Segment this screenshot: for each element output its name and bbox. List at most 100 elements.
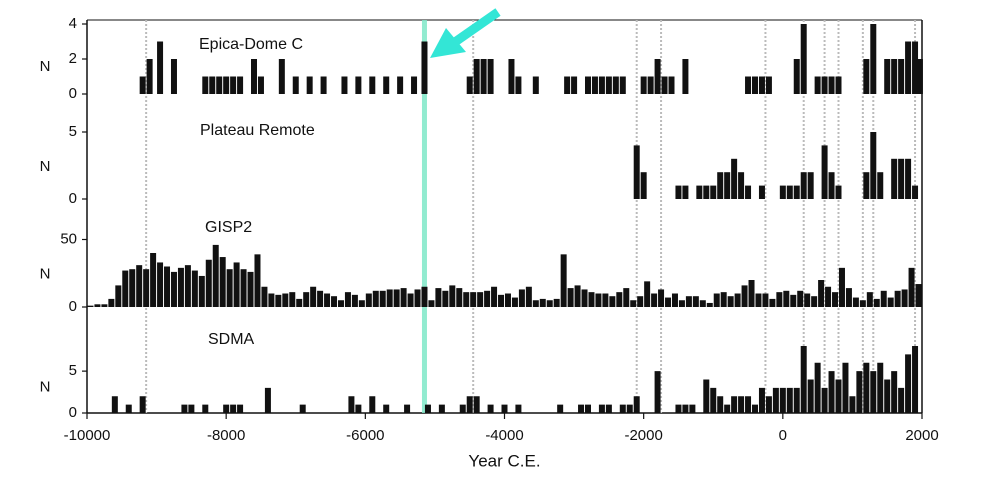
bar	[216, 76, 223, 94]
bar	[546, 300, 553, 307]
bar	[473, 396, 480, 413]
bar	[835, 76, 842, 94]
bar	[609, 296, 616, 307]
bar	[588, 292, 595, 307]
bar	[699, 300, 706, 307]
bar	[821, 76, 828, 94]
bar	[355, 76, 362, 94]
bar	[745, 76, 752, 94]
bar	[807, 379, 814, 413]
arrow-head	[430, 28, 466, 58]
bar	[331, 296, 338, 307]
bar	[898, 158, 905, 199]
bar	[504, 293, 511, 307]
bar	[337, 300, 344, 307]
bar	[828, 76, 835, 94]
bar	[717, 396, 724, 413]
bar	[421, 286, 428, 307]
bar	[393, 289, 400, 307]
x-tick-label: -4000	[485, 427, 523, 444]
bar	[278, 59, 285, 94]
bar	[515, 404, 522, 413]
bar	[240, 269, 247, 307]
bar	[303, 292, 310, 307]
bar	[814, 362, 821, 413]
arrow	[430, 8, 501, 58]
bar	[863, 59, 870, 94]
bar	[379, 290, 386, 307]
bar	[414, 289, 421, 307]
bar	[710, 387, 717, 413]
bar	[404, 404, 411, 413]
bar	[233, 262, 240, 307]
bar	[724, 404, 731, 413]
bar	[369, 76, 376, 94]
bar	[508, 59, 515, 94]
bar	[891, 371, 898, 413]
bar	[198, 275, 205, 307]
bar	[94, 304, 101, 307]
bar	[139, 396, 146, 413]
bar	[230, 404, 237, 413]
bar	[181, 404, 188, 413]
bar	[202, 76, 209, 94]
bar	[237, 404, 244, 413]
bar	[456, 288, 463, 307]
x-tick-label: 2000	[905, 427, 938, 444]
bar	[835, 379, 842, 413]
bar	[484, 290, 491, 307]
bar	[518, 289, 525, 307]
bar	[748, 280, 755, 307]
y-axis-label: N	[40, 158, 51, 175]
bar	[685, 296, 692, 307]
bar	[776, 292, 783, 307]
bar	[741, 285, 748, 307]
bar	[257, 76, 264, 94]
bar	[515, 76, 522, 94]
bar	[498, 294, 505, 307]
bar	[581, 289, 588, 307]
bar	[473, 59, 480, 94]
bar	[125, 404, 132, 413]
bar	[170, 59, 177, 94]
y-tick-label: 0	[69, 298, 77, 315]
bar	[752, 404, 758, 413]
bar	[386, 289, 393, 307]
bar	[268, 293, 275, 307]
bar	[598, 404, 605, 413]
x-tick-label: -10000	[64, 427, 111, 444]
bar	[856, 371, 863, 413]
bar	[143, 269, 150, 307]
bar	[616, 292, 623, 307]
bar	[758, 185, 765, 199]
bar	[612, 76, 619, 94]
bar	[261, 286, 268, 307]
bar	[230, 76, 237, 94]
bar	[501, 404, 508, 413]
bar	[720, 292, 727, 307]
bar	[675, 185, 682, 199]
bar	[738, 172, 745, 199]
bar	[880, 290, 887, 307]
bar	[703, 379, 710, 413]
bar	[835, 185, 842, 199]
bar	[129, 269, 136, 307]
bar	[916, 59, 923, 94]
panel-title: Plateau Remote	[200, 122, 315, 139]
bar	[591, 76, 598, 94]
bar	[491, 286, 498, 307]
bar	[564, 76, 571, 94]
bar	[560, 254, 567, 307]
bar	[87, 305, 94, 307]
bar	[567, 288, 574, 307]
bar	[710, 185, 717, 199]
bar	[602, 293, 609, 307]
bar	[223, 76, 230, 94]
bar	[487, 404, 494, 413]
bar	[219, 257, 226, 307]
bar	[647, 76, 654, 94]
bar	[146, 59, 153, 94]
bar	[292, 76, 299, 94]
bar	[905, 354, 912, 413]
bar	[466, 76, 473, 94]
